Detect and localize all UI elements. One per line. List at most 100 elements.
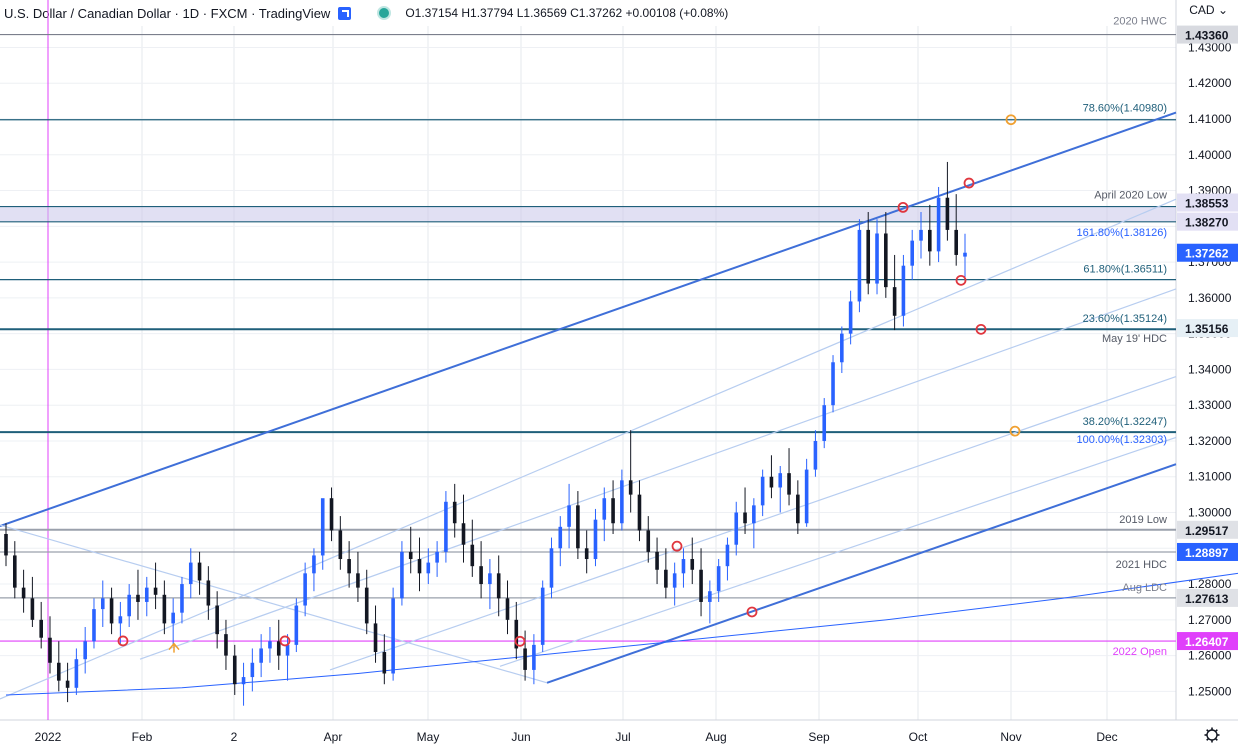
candle-body [241,677,246,685]
y-tick-label: 1.36000 [1188,291,1232,305]
candle-body [435,551,439,563]
level-label: 61.80%(1.36511) [1083,264,1167,276]
candle [180,576,184,624]
candle [567,483,571,549]
candle-body [285,644,290,656]
candle [232,644,237,695]
candle [373,605,378,663]
price-label-box [1177,243,1238,262]
candle-body [197,562,202,581]
candle-body [294,605,299,645]
candle [549,537,554,599]
candle-body [426,562,431,574]
candle [30,576,35,627]
candle-body [875,233,879,284]
candle [664,548,668,599]
candle-body [558,526,563,549]
gear-icon-ring [1206,729,1218,741]
candle-body [602,498,607,520]
channel-lower-line [546,463,1177,684]
gear-icon [1204,727,1220,743]
candle-body [162,594,167,624]
candle-body [540,587,545,645]
candle-body [840,333,844,363]
chevron-down-icon: ⌄ [1217,3,1228,17]
price-label-box [1177,25,1238,44]
gear-icon-tooth [1214,729,1218,733]
candle [391,587,395,681]
candle-body [813,440,818,470]
expand-icon[interactable] [338,6,352,20]
candle [259,634,263,678]
candle [48,616,52,674]
candle-body [734,512,739,545]
price-label-box [1177,319,1238,338]
x-tick-label: Nov [1000,730,1021,744]
candle [4,523,8,567]
gear-icon-tooth [1214,737,1218,741]
candle [637,480,642,542]
x-tick-label: Apr [324,730,343,744]
candle [197,551,202,595]
candle [822,398,827,449]
candle [56,641,61,692]
candle [936,186,941,263]
candle [276,619,281,670]
candle-body [470,544,475,567]
y-tick-label: 1.30000 [1188,506,1232,520]
candle [470,519,475,577]
candle-body [259,648,263,663]
level-label: 2021 HDC [1116,559,1167,571]
candle [435,541,439,577]
candle [444,491,448,563]
candle-body [884,233,888,288]
candle [514,601,519,660]
x-tick-label: Oct [909,730,928,744]
candle [488,559,492,610]
candle-body [620,480,624,524]
candle [725,537,730,581]
x-tick-label: Jul [615,730,630,744]
candle [708,580,712,624]
candle [12,541,17,599]
candle-body [461,523,466,545]
candle [892,254,897,331]
candle [92,598,96,649]
candle [919,212,923,259]
candle [408,526,413,574]
candle [400,541,404,606]
price-label-box [1177,632,1238,651]
candle [840,326,844,373]
candle [285,634,290,681]
candle-body [136,594,140,602]
candle-body [831,362,835,406]
currency-selector[interactable]: CAD ⌄ [1189,3,1228,17]
candle [206,566,211,620]
x-tick-label: Jun [511,730,530,744]
channel-inner-line [139,288,1177,660]
candle [144,576,149,617]
candle [338,516,343,570]
candle-body [672,573,677,588]
candle-body [338,530,343,560]
candle-body [56,662,61,681]
candle-body [919,229,923,241]
y-tick-label: 1.42000 [1188,76,1232,90]
candle-body [224,634,228,656]
candle-body [910,240,915,266]
candle-body [857,229,862,302]
candle [241,662,246,706]
status-dot-icon [377,6,392,20]
pivot-marker [514,635,526,647]
candle [452,483,457,538]
x-tick-label: May [417,730,440,744]
candle [796,480,800,534]
candle-body [804,469,809,524]
candle-body [452,501,457,524]
gear-icon-tooth [1206,729,1210,733]
candle [901,254,906,327]
y-tick-label: 1.43000 [1188,40,1232,54]
y-tick-label: 1.40000 [1188,148,1232,162]
price-label: 1.35156 [1185,322,1229,336]
